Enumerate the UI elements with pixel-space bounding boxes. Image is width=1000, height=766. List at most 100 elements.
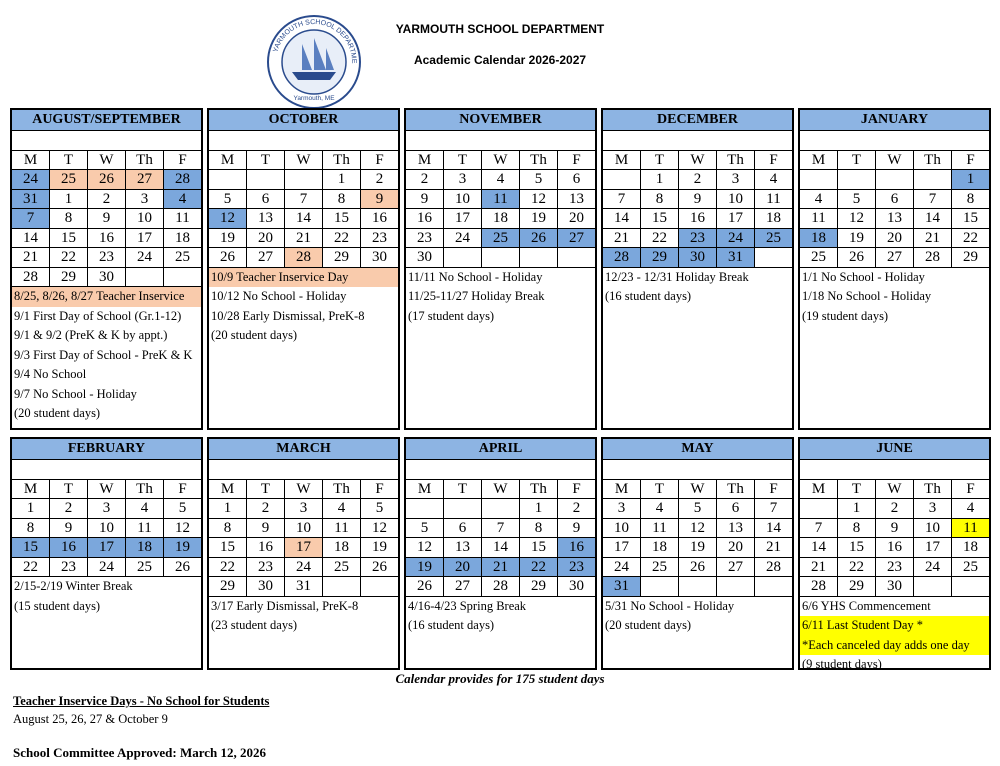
day: 28: [800, 577, 838, 597]
day: 30: [406, 248, 444, 268]
weekday: M: [12, 479, 50, 499]
day: 10: [914, 518, 952, 538]
day: 29: [520, 577, 558, 597]
weekday: W: [876, 479, 914, 499]
weekday: T: [641, 479, 679, 499]
day: 1: [12, 499, 50, 519]
day: 26: [361, 558, 398, 577]
day: 25: [800, 248, 838, 268]
day: 4: [323, 499, 361, 519]
weekday: M: [209, 150, 247, 170]
weekday: W: [285, 479, 323, 499]
day: 23: [247, 557, 285, 577]
day: [914, 170, 952, 190]
day: 25: [952, 558, 989, 577]
day: 24: [126, 248, 164, 268]
weekday: Th: [914, 479, 952, 499]
note: (19 student days): [802, 308, 889, 323]
day: 10: [444, 189, 482, 209]
week-row: 8 9 10 11 12: [209, 518, 398, 538]
day: 27: [126, 170, 164, 190]
day: 6: [444, 518, 482, 538]
weekday: Th: [520, 479, 558, 499]
weekday: F: [755, 151, 792, 170]
day: 8: [838, 518, 876, 538]
week-row: 21 22 23 24 25: [12, 248, 201, 268]
day: 26: [406, 577, 444, 597]
note: 9/3 First Day of School - PreK & K: [14, 347, 193, 362]
week-row: 9 10 11 12 13: [406, 189, 595, 209]
day: 26: [164, 558, 201, 577]
day: [520, 248, 558, 268]
day: 19: [838, 228, 876, 248]
week-row: 26 27 28 29 30: [209, 248, 398, 268]
day: 4: [800, 189, 838, 209]
day: 9: [247, 518, 285, 538]
day: 29: [50, 267, 88, 287]
day: 18: [641, 538, 679, 558]
week-row: 7 8 9 10 11: [603, 189, 792, 209]
weekday: F: [558, 151, 595, 170]
day: 16: [361, 209, 398, 229]
note: 4/16-4/23 Spring Break: [408, 598, 527, 613]
week-row: 15 16 17 18 19: [12, 538, 201, 558]
weekday-row: M T W Th F: [209, 479, 398, 499]
note: (9 student days): [802, 657, 882, 670]
day: 2: [88, 189, 126, 209]
day: 30: [558, 577, 595, 597]
day: 22: [12, 557, 50, 577]
note: 6/6 YHS Commencement: [802, 598, 931, 613]
day: 11: [755, 190, 792, 209]
month-name: NOVEMBER: [406, 110, 595, 131]
day: 25: [164, 248, 201, 268]
day: 8: [641, 189, 679, 209]
day: 22: [323, 228, 361, 248]
note: 10/12 No School - Holiday: [211, 289, 347, 303]
week-row: 30: [406, 248, 595, 268]
weekday-row: M T W Th F: [800, 150, 989, 170]
day: 26: [520, 228, 558, 248]
week-row: 1: [800, 170, 989, 190]
week-row: 17 18 19 20 21: [603, 538, 792, 558]
month-panel: APRIL M T W Th F 1 2 5 6 7 8 9 12 13 14 15 16 19 20 21 22 23 26…: [404, 437, 597, 670]
day: 10: [88, 518, 126, 538]
month-name: OCTOBER: [209, 110, 398, 131]
day: 25: [126, 557, 164, 577]
day: 31: [285, 577, 323, 597]
day: 21: [285, 228, 323, 248]
week-row: 12 13 14 15 16: [209, 209, 398, 229]
weekday: T: [641, 150, 679, 170]
day: 15: [50, 228, 88, 248]
day: 12: [164, 519, 201, 538]
day: 14: [755, 519, 792, 538]
day: 27: [558, 228, 595, 248]
day: 14: [482, 538, 520, 558]
day: 3: [717, 170, 755, 190]
day: 25: [50, 170, 88, 190]
day: [482, 499, 520, 519]
day: 12: [520, 189, 558, 209]
day: [717, 577, 755, 597]
day: 1: [520, 499, 558, 519]
weekday: T: [444, 479, 482, 499]
week-row: 22 23 24 25 26: [12, 557, 201, 577]
day: 9: [558, 519, 595, 538]
note: (16 student days): [605, 289, 692, 303]
day: 19: [520, 209, 558, 229]
day: 24: [603, 557, 641, 577]
day: 7: [12, 209, 50, 229]
day: 21: [800, 557, 838, 577]
day: 23: [88, 248, 126, 268]
day: 29: [323, 248, 361, 268]
day: 31: [717, 248, 755, 268]
day: 12: [406, 538, 444, 558]
week-row: 26 27 28 29 30: [406, 577, 595, 597]
note: (16 student days): [408, 618, 495, 632]
day: 1: [50, 189, 88, 209]
day: 3: [444, 170, 482, 190]
day: 13: [717, 518, 755, 538]
day: 2: [50, 499, 88, 519]
